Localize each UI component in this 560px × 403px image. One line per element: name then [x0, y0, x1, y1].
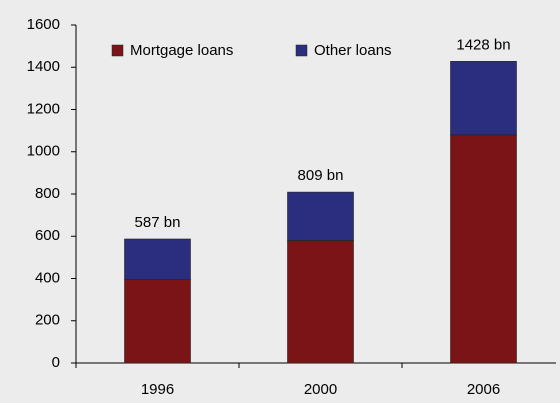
legend-swatch — [295, 44, 308, 57]
bar-segment — [124, 279, 191, 364]
y-tick-label: 400 — [35, 269, 60, 286]
x-tick-label: 2006 — [467, 381, 500, 398]
bar-segment — [287, 191, 354, 241]
total-label: 1428 bn — [456, 36, 510, 53]
y-tick-label: 200 — [35, 312, 60, 329]
legend-label: Mortgage loans — [130, 42, 233, 59]
total-label: 809 bn — [298, 167, 344, 184]
y-tick-label: 1000 — [27, 143, 60, 160]
y-tick-label: 600 — [35, 227, 60, 244]
legend-label: Other loans — [314, 42, 392, 59]
bar-segment — [287, 240, 354, 364]
y-tick-label: 0 — [52, 354, 60, 371]
y-tick-label: 1200 — [27, 100, 60, 117]
bar-segment — [124, 238, 191, 280]
bar-segment — [450, 134, 517, 364]
bar-segment — [450, 61, 517, 136]
y-tick-label: 800 — [35, 185, 60, 202]
x-tick-label: 1996 — [141, 381, 174, 398]
legend-swatch — [111, 44, 124, 57]
y-tick-label: 1600 — [27, 16, 60, 33]
y-tick-label: 1400 — [27, 58, 60, 75]
total-label: 587 bn — [135, 214, 181, 231]
x-tick-label: 2000 — [304, 381, 337, 398]
